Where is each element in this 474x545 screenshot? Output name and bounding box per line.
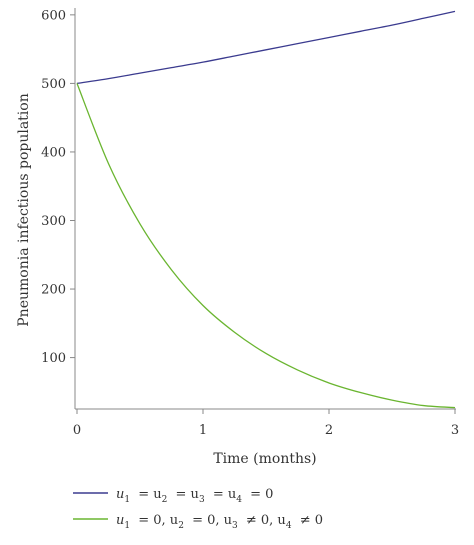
legend-label-part: = u — [213, 487, 236, 502]
legend-item: u1 = u2 = u3 = u4 = 0 — [73, 487, 273, 505]
legend-label: u1 = u2 = u3 = u4 = 0 — [116, 487, 273, 505]
legend: u1 = u2 = u3 = u4 = 0u1 = 0, u2 = 0, u3 … — [73, 487, 323, 531]
legend-label-part: ≠ 0 — [300, 513, 323, 528]
y-ticks: 100 200 300 400 500 600 — [41, 8, 75, 366]
series-lines — [76, 10, 456, 409]
legend-label-subscript: 4 — [236, 495, 242, 505]
x-tick-label: 1 — [199, 423, 207, 438]
y-tick-label: 400 — [41, 145, 66, 160]
plot-frame — [74, 8, 456, 410]
legend-label-subscript: 4 — [286, 521, 292, 531]
y-tick-label: 200 — [41, 283, 66, 298]
x-axis-title: Time (months) — [213, 451, 316, 467]
legend-label-subscript: 3 — [232, 521, 238, 531]
legend-label-spacer — [130, 487, 134, 502]
x-tick-label: 3 — [451, 423, 459, 438]
y-tick-label: 500 — [41, 77, 66, 92]
x-tick-label: 0 — [73, 423, 81, 438]
legend-label-part: ≠ 0, u — [246, 513, 286, 528]
legend-label-part: = u — [176, 487, 199, 502]
legend-label: u1 = 0, u2 = 0, u3 ≠ 0, u4 ≠ 0 — [116, 513, 323, 531]
x-tick-label: 2 — [325, 423, 333, 438]
y-tick-label: 600 — [41, 8, 66, 23]
legend-label-subscript: 3 — [199, 495, 205, 505]
legend-label-subscript: 1 — [124, 521, 130, 531]
legend-label-part: = 0, u — [192, 513, 232, 528]
legend-label-part: = u — [138, 487, 161, 502]
legend-label-subscript: 2 — [162, 495, 168, 505]
legend-label-subscript: 1 — [124, 495, 130, 505]
y-tick-label: 300 — [41, 214, 66, 229]
legend-label-spacer — [184, 513, 188, 528]
legend-label-spacer — [167, 487, 171, 502]
legend-label-spacer — [292, 513, 296, 528]
legend-label-part: u — [116, 487, 124, 502]
series-line-1 — [76, 10, 456, 85]
y-tick-label: 100 — [41, 351, 66, 366]
legend-label-subscript: 2 — [178, 521, 184, 531]
legend-label-spacer — [205, 487, 209, 502]
legend-label-spacer — [130, 513, 134, 528]
y-axis-title: Pneumonia infectious population — [16, 93, 32, 326]
series-line-2 — [76, 83, 456, 409]
x-ticks: 0 1 2 3 — [73, 409, 459, 438]
legend-label-part: = 0, u — [138, 513, 178, 528]
legend-label-spacer — [242, 487, 246, 502]
legend-item: u1 = 0, u2 = 0, u3 ≠ 0, u4 ≠ 0 — [73, 513, 323, 531]
legend-label-part: u — [116, 513, 124, 528]
legend-label-part: = 0 — [250, 487, 273, 502]
legend-label-spacer — [238, 513, 242, 528]
